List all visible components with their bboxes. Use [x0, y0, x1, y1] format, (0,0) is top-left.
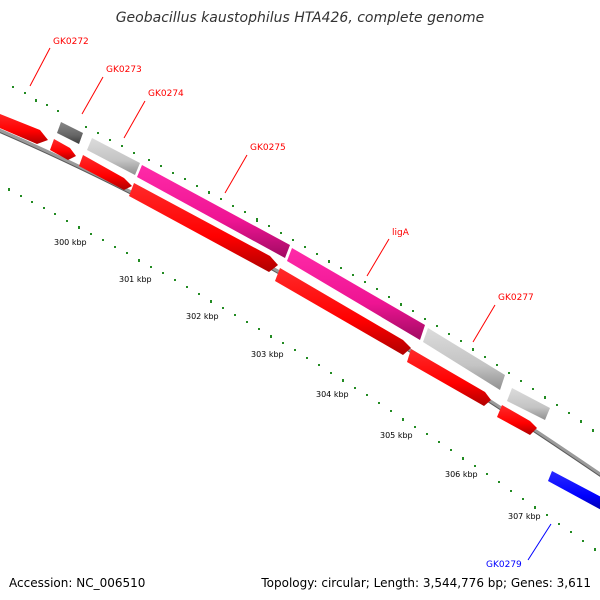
tick-label-305: 305 kbp — [380, 431, 413, 440]
tick-label-302: 302 kbp — [186, 312, 219, 321]
gene-red-arrow-6[interactable] — [497, 405, 537, 435]
gene-gray-box-end[interactable] — [507, 388, 550, 420]
gene-red-arrow-4[interactable] — [275, 268, 411, 355]
gene-labels: GK0272 GK0273 GK0274 GK0275 ligA GK0277 … — [53, 37, 534, 570]
gene-label-gk0277[interactable]: GK0277 — [498, 293, 534, 303]
gene-gk0273-box[interactable] — [57, 122, 83, 144]
tick-label-300: 300 kbp — [54, 238, 87, 247]
gene-label-ligA[interactable]: ligA — [392, 228, 410, 238]
gene-label-gk0272[interactable]: GK0272 — [53, 37, 89, 47]
tick-label-301: 301 kbp — [119, 275, 152, 284]
lower-gene-track — [50, 139, 600, 512]
gene-label-leaders — [29, 47, 552, 561]
genome-backbone — [0, 128, 600, 477]
kbp-tick-labels: 300 kbp 301 kbp 302 kbp 303 kbp 304 kbp … — [54, 238, 541, 521]
gene-gk0275-box[interactable] — [137, 165, 290, 258]
gene-label-gk0273[interactable]: GK0273 — [106, 65, 142, 75]
gene-label-gk0279[interactable]: GK0279 — [486, 560, 522, 570]
gene-red-arrow-2[interactable] — [79, 155, 132, 190]
gene-label-gk0275[interactable]: GK0275 — [250, 143, 286, 153]
tick-label-303: 303 kbp — [251, 350, 284, 359]
gene-red-arrow-5[interactable] — [407, 349, 491, 406]
topology-text: Topology: circular; Length: 3,544,776 bp… — [260, 576, 591, 590]
accession-text: Accession: NC_006510 — [9, 576, 145, 590]
tick-label-306: 306 kbp — [445, 470, 478, 479]
gene-red-arrow-1[interactable] — [50, 139, 76, 160]
gene-gk0274-box[interactable] — [87, 138, 140, 175]
tick-label-307: 307 kbp — [508, 512, 541, 521]
upper-gene-track — [0, 112, 550, 420]
map-title: Geobacillus kaustophilus HTA426, complet… — [116, 10, 485, 26]
gene-gk0272-arrow[interactable] — [0, 112, 48, 144]
gene-ligA-box[interactable] — [287, 248, 425, 340]
gene-gk0279-arrow[interactable] — [548, 471, 600, 512]
gene-red-arrow-3[interactable] — [129, 183, 278, 272]
gene-label-gk0274[interactable]: GK0274 — [148, 89, 184, 99]
feature-track-dots — [8, 86, 596, 551]
gene-gk0277-box[interactable] — [423, 328, 505, 390]
tick-label-304: 304 kbp — [316, 390, 349, 399]
